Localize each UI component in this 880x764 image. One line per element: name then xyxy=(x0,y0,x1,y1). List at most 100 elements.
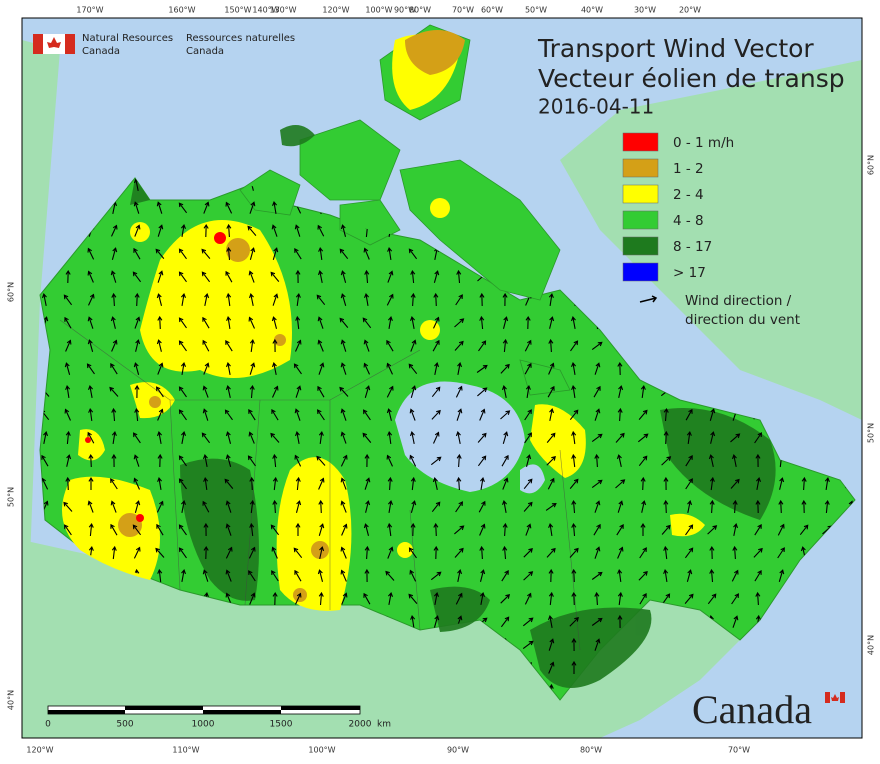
wind-arrow xyxy=(156,386,164,398)
wind-arrow xyxy=(686,431,692,444)
wind-arrow xyxy=(434,362,440,376)
wind-arrow xyxy=(87,270,94,283)
wind-arrow xyxy=(272,338,278,353)
agency-en: Canada xyxy=(82,46,120,57)
wind-arrow xyxy=(571,591,577,606)
wind-arrow xyxy=(755,477,762,491)
united-states xyxy=(22,540,740,738)
wind-arrow xyxy=(663,569,669,582)
wind-arrow xyxy=(43,431,49,445)
wind-arrow xyxy=(88,293,95,306)
lon-label-top: 20°W xyxy=(679,6,701,15)
wind-arrow xyxy=(433,615,440,628)
wind-arrow xyxy=(88,453,94,468)
wind-arrow xyxy=(524,409,532,421)
wind-arrow xyxy=(525,315,531,330)
wind-arrow xyxy=(316,294,326,306)
wind-arrow xyxy=(295,385,302,398)
wind-arrow xyxy=(178,455,187,467)
wind-arrow xyxy=(226,223,232,238)
wind-arrow xyxy=(387,592,394,606)
lon-label-bottom: 110°W xyxy=(172,746,199,755)
wind-arrow xyxy=(64,408,72,421)
wind-arrow xyxy=(133,362,140,375)
wind-arrow xyxy=(271,546,278,559)
wind-arrow xyxy=(731,454,737,468)
wind-arrow xyxy=(203,362,210,375)
wind-arrow xyxy=(409,454,417,467)
wind-arrow xyxy=(317,316,324,329)
wind-arrow xyxy=(363,339,370,352)
wind-arrow xyxy=(546,455,556,466)
wind-arrow xyxy=(456,453,462,468)
wind-arrow xyxy=(548,338,554,353)
wind-arrow xyxy=(133,477,141,490)
wordmark: Canada xyxy=(692,687,812,732)
wind-arrow xyxy=(65,476,71,491)
wind-arrow xyxy=(224,409,233,421)
wind-arrow xyxy=(295,500,302,513)
wind-arrow xyxy=(248,316,256,329)
wind-arrow xyxy=(591,571,603,580)
wind-arrow xyxy=(134,407,140,422)
wind-arrow xyxy=(570,340,579,352)
wind-arrow xyxy=(318,499,324,514)
wind-arrow xyxy=(156,500,164,513)
wind-arrow xyxy=(157,568,163,583)
wind-arrow xyxy=(271,570,279,582)
wind-arrow xyxy=(594,500,601,513)
wind-arrow xyxy=(570,316,576,330)
wind-arrow xyxy=(684,593,694,604)
wind-arrow xyxy=(387,316,393,329)
wind-arrow xyxy=(801,476,807,491)
wind-arrow xyxy=(546,432,556,443)
lon-label-top: 150°W xyxy=(224,6,251,15)
wind-arrow xyxy=(778,499,784,514)
wind-arrow xyxy=(478,340,487,352)
wind-arrow xyxy=(708,454,714,468)
wind-arrow xyxy=(571,637,577,652)
wind-arrow xyxy=(318,247,324,260)
wind-arrow xyxy=(524,339,532,352)
wind-arrow xyxy=(431,386,441,398)
wind-arrow xyxy=(501,500,508,514)
wind-arrow xyxy=(225,201,233,214)
wind-arrow xyxy=(272,247,279,260)
wind-arrow xyxy=(638,570,648,581)
wind-arrow xyxy=(455,294,463,306)
wind-arrow xyxy=(525,454,532,467)
wind-arrow xyxy=(202,569,209,582)
wind-arrow xyxy=(777,547,785,559)
scale-label: 0 xyxy=(45,720,51,730)
wind-arrow xyxy=(225,523,232,536)
wind-arrow xyxy=(111,339,118,352)
wind-arrow xyxy=(456,476,462,491)
wind-arrow xyxy=(157,408,164,421)
wind-arrow xyxy=(178,409,187,421)
wind-arrow xyxy=(225,362,231,376)
wind-arrow xyxy=(41,454,49,467)
wind-arrow xyxy=(731,593,739,605)
wind-arrow xyxy=(477,387,488,397)
wind-arrow xyxy=(410,476,416,491)
wind-arrow xyxy=(502,477,509,490)
wind-arrow xyxy=(133,454,140,467)
wind-arrow xyxy=(386,385,394,398)
wind-arrow xyxy=(111,453,117,468)
wind-arrow xyxy=(295,592,302,605)
map-frame xyxy=(21,17,863,739)
wind-arrow xyxy=(432,477,438,491)
wind-arrow xyxy=(408,547,417,559)
wind-arrow xyxy=(317,270,323,284)
wind-arrow xyxy=(479,315,485,330)
lon-label-bottom: 90°W xyxy=(447,746,469,755)
wind-arrow xyxy=(525,385,531,398)
wind-arrow xyxy=(593,523,601,536)
lon-label-top: 170°W xyxy=(76,6,103,15)
wind-arrow xyxy=(479,408,486,421)
wind-arrow xyxy=(363,523,370,536)
lon-label-top: 160°W xyxy=(168,6,195,15)
wind-arrow xyxy=(364,453,370,468)
wind-arrow xyxy=(110,270,117,283)
wind-arrow xyxy=(272,591,278,606)
